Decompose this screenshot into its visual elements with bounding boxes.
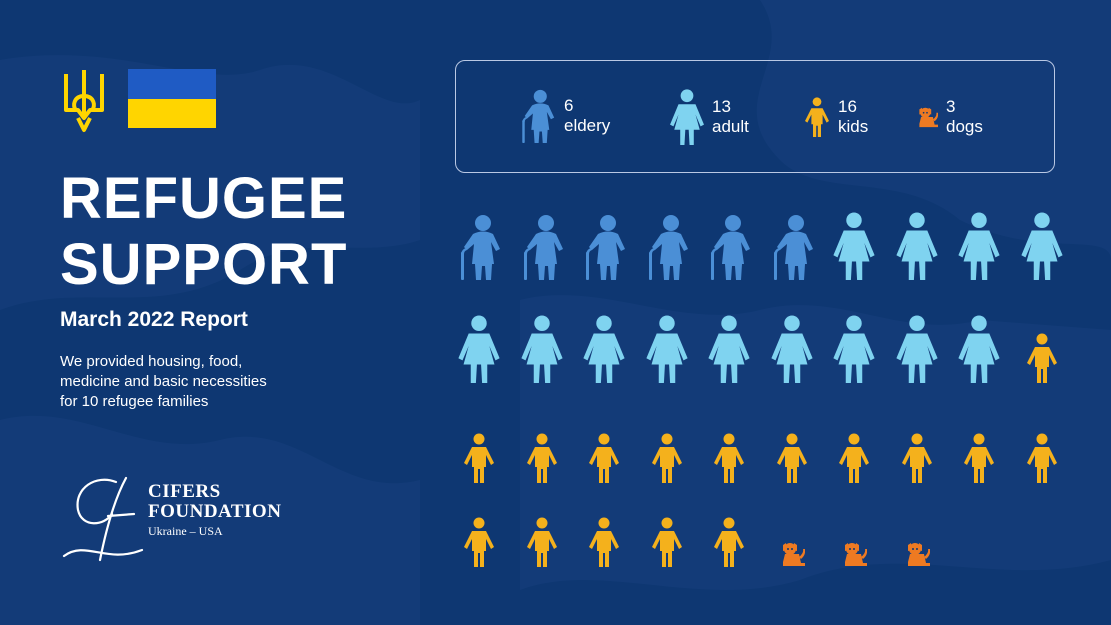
pictogram-adult-icon (893, 313, 941, 383)
pictogram-elderly-icon (768, 210, 816, 280)
pictogram-kid-icon (1018, 313, 1066, 383)
pictogram-kid-icon (580, 497, 628, 567)
legend-count: 13 (712, 97, 731, 116)
cifers-foundation-logo: CIFERS FOUNDATION Ukraine – USA (60, 470, 320, 570)
pictogram-adult-icon (580, 313, 628, 383)
legend-label: dogs (946, 117, 983, 136)
pictogram-kid-icon (768, 413, 816, 483)
logo-name-line-1: CIFERS (148, 481, 221, 502)
title-line-2: SUPPORT (60, 232, 348, 297)
logo-name-line-2: FOUNDATION (148, 501, 282, 522)
legend-box: 6 eldery 13 adult 16 kids 3 dogs (455, 60, 1055, 173)
adult-icon (670, 89, 704, 145)
pictogram-kid-icon (830, 413, 878, 483)
logo-tagline: Ukraine – USA (148, 524, 223, 538)
pictogram-adult-icon (830, 210, 878, 280)
pictogram-dog-icon (830, 497, 878, 567)
description-line-2: medicine and basic necessities (60, 373, 267, 390)
pictogram-kid-icon (643, 413, 691, 483)
ukraine-flag-icon (128, 69, 216, 128)
pictogram-adult-icon (955, 313, 1003, 383)
pictogram-adult-icon (955, 210, 1003, 280)
pictogram-kid-icon (455, 413, 503, 483)
pictogram-kid-icon (580, 413, 628, 483)
pictogram-grid (455, 205, 1075, 567)
logo-name: CIFERS FOUNDATION (148, 482, 281, 522)
pictogram-kid-icon (455, 497, 503, 567)
pictogram-elderly-icon (455, 210, 503, 280)
left-panel: REFUGEE SUPPORT March 2022 Report We pro… (60, 0, 420, 625)
pictogram-kid-icon (518, 413, 566, 483)
cf-monogram-icon (62, 476, 144, 562)
legend-item-adult: 13 adult (670, 89, 749, 145)
dog-icon (916, 105, 938, 129)
legend-count: 16 (838, 97, 857, 116)
pictogram-elderly-icon (580, 210, 628, 280)
pictogram-kid-icon (1018, 413, 1066, 483)
legend-count: 6 (564, 96, 574, 115)
pictogram-adult-icon (1018, 210, 1066, 280)
pictogram-adult-icon (705, 313, 753, 383)
pictogram-kid-icon (893, 413, 941, 483)
pictogram-adult-icon (455, 313, 503, 383)
pictogram-adult-icon (643, 313, 691, 383)
pictogram-kid-icon (705, 413, 753, 483)
legend-item-elderly: 6 eldery (518, 89, 610, 143)
legend-item-dogs: 3 dogs (916, 97, 983, 137)
pictogram-adult-icon (768, 313, 816, 383)
pictogram-elderly-icon (518, 210, 566, 280)
legend-label: adult (712, 117, 749, 136)
pictogram-adult-icon (518, 313, 566, 383)
legend-count: 3 (946, 97, 956, 116)
pictogram-elderly-icon (705, 210, 753, 280)
pictogram-kid-icon (705, 497, 753, 567)
report-subtitle: March 2022 Report (60, 308, 248, 331)
trident-icon (64, 70, 104, 132)
pictogram-kid-icon (518, 497, 566, 567)
legend-item-kids: 16 kids (804, 97, 868, 137)
pictogram-adult-icon (830, 313, 878, 383)
kid-icon (804, 97, 830, 137)
description: We provided housing, food, medicine and … (60, 352, 330, 412)
title-line-1: REFUGEE (60, 166, 348, 231)
description-line-3: for 10 refugee families (60, 393, 209, 410)
pictogram-dog-icon (768, 497, 816, 567)
legend-label: eldery (564, 116, 611, 135)
legend-label: kids (838, 117, 869, 136)
pictogram-dog-icon (893, 497, 941, 567)
description-line-1: We provided housing, food, (60, 353, 243, 370)
pictogram-elderly-icon (643, 210, 691, 280)
pictogram-adult-icon (893, 210, 941, 280)
pictogram-kid-icon (955, 413, 1003, 483)
elderly-icon (518, 89, 556, 143)
page-title: REFUGEE SUPPORT (60, 166, 347, 298)
pictogram-kid-icon (643, 497, 691, 567)
